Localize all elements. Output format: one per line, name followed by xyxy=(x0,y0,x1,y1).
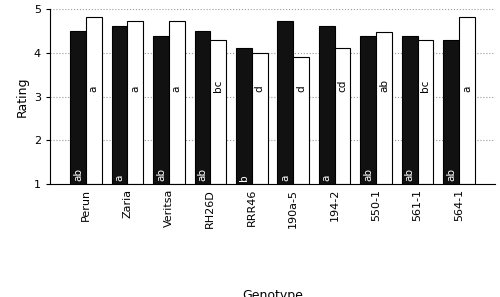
Text: a: a xyxy=(322,174,332,181)
Text: ab: ab xyxy=(404,168,414,181)
Bar xyxy=(194,31,210,184)
Bar xyxy=(360,36,376,184)
Text: ab: ab xyxy=(73,168,83,181)
Bar xyxy=(236,48,252,184)
Text: a: a xyxy=(280,174,290,181)
Bar xyxy=(128,21,143,184)
Text: ab: ab xyxy=(156,168,166,181)
Text: ab: ab xyxy=(198,168,207,181)
Bar xyxy=(402,36,417,184)
Bar xyxy=(293,57,309,184)
Bar xyxy=(278,21,293,184)
Text: ab: ab xyxy=(363,168,373,181)
Bar xyxy=(459,17,475,184)
Bar xyxy=(418,40,434,184)
Text: a: a xyxy=(172,86,182,92)
Legend: 2009, 2010: 2009, 2010 xyxy=(219,289,326,297)
Text: d: d xyxy=(254,86,264,92)
Text: ab: ab xyxy=(446,168,456,181)
Text: bc: bc xyxy=(213,80,223,92)
Text: a: a xyxy=(114,174,124,181)
Bar xyxy=(376,32,392,184)
Text: a: a xyxy=(462,86,472,92)
Text: a: a xyxy=(89,86,99,92)
Text: a: a xyxy=(130,86,140,92)
Bar xyxy=(169,21,184,184)
Bar xyxy=(319,26,334,184)
Bar xyxy=(334,48,350,184)
Bar xyxy=(252,53,268,184)
Text: bc: bc xyxy=(420,80,430,92)
Bar xyxy=(210,40,226,184)
Text: cd: cd xyxy=(338,80,347,92)
Y-axis label: Rating: Rating xyxy=(16,76,28,117)
Bar xyxy=(112,26,128,184)
Bar xyxy=(86,17,102,184)
Text: b: b xyxy=(239,174,249,181)
Text: ab: ab xyxy=(379,79,389,92)
Bar xyxy=(444,40,459,184)
Bar xyxy=(153,36,169,184)
Text: d: d xyxy=(296,86,306,92)
Bar xyxy=(70,31,86,184)
